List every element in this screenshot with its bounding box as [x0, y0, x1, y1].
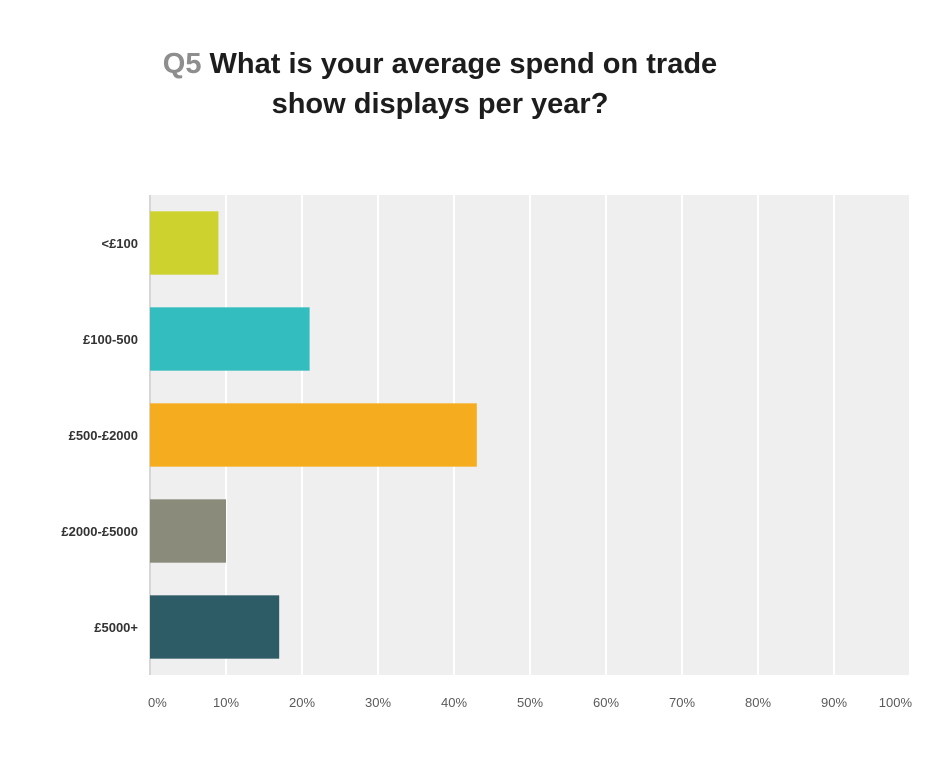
x-tick-label: 30% [365, 695, 391, 710]
x-tick-label: 60% [593, 695, 619, 710]
x-tick-label: 50% [517, 695, 543, 710]
x-tick-label: 20% [289, 695, 315, 710]
x-tick-label: 70% [669, 695, 695, 710]
category-label: £5000+ [94, 620, 138, 635]
bar [150, 211, 219, 275]
x-tick-label: 80% [745, 695, 771, 710]
bar [150, 499, 226, 563]
question-number: Q5 [162, 48, 202, 80]
category-label: <£100 [101, 236, 138, 251]
chart-title-line-1: Q5 What is your average spend on trade [0, 44, 880, 84]
x-tick-label: 40% [441, 695, 467, 710]
bar [150, 307, 310, 371]
chart-title: Q5 What is your average spend on trade s… [0, 44, 880, 124]
chart-title-text-2: show displays per year? [271, 88, 609, 120]
bar [150, 595, 280, 659]
category-label: £500-£2000 [69, 428, 138, 443]
category-label: £2000-£5000 [61, 524, 138, 539]
chart-title-text-1: What is your average spend on trade [209, 48, 718, 80]
x-tick-label: 90% [821, 695, 847, 710]
bar [150, 403, 477, 467]
x-tick-label: 10% [213, 695, 239, 710]
category-label: £100-500 [83, 332, 138, 347]
x-tick-label: 0% [148, 695, 167, 710]
x-tick-label: 100% [879, 695, 913, 710]
chart-title-line-2: show displays per year? [0, 84, 880, 124]
